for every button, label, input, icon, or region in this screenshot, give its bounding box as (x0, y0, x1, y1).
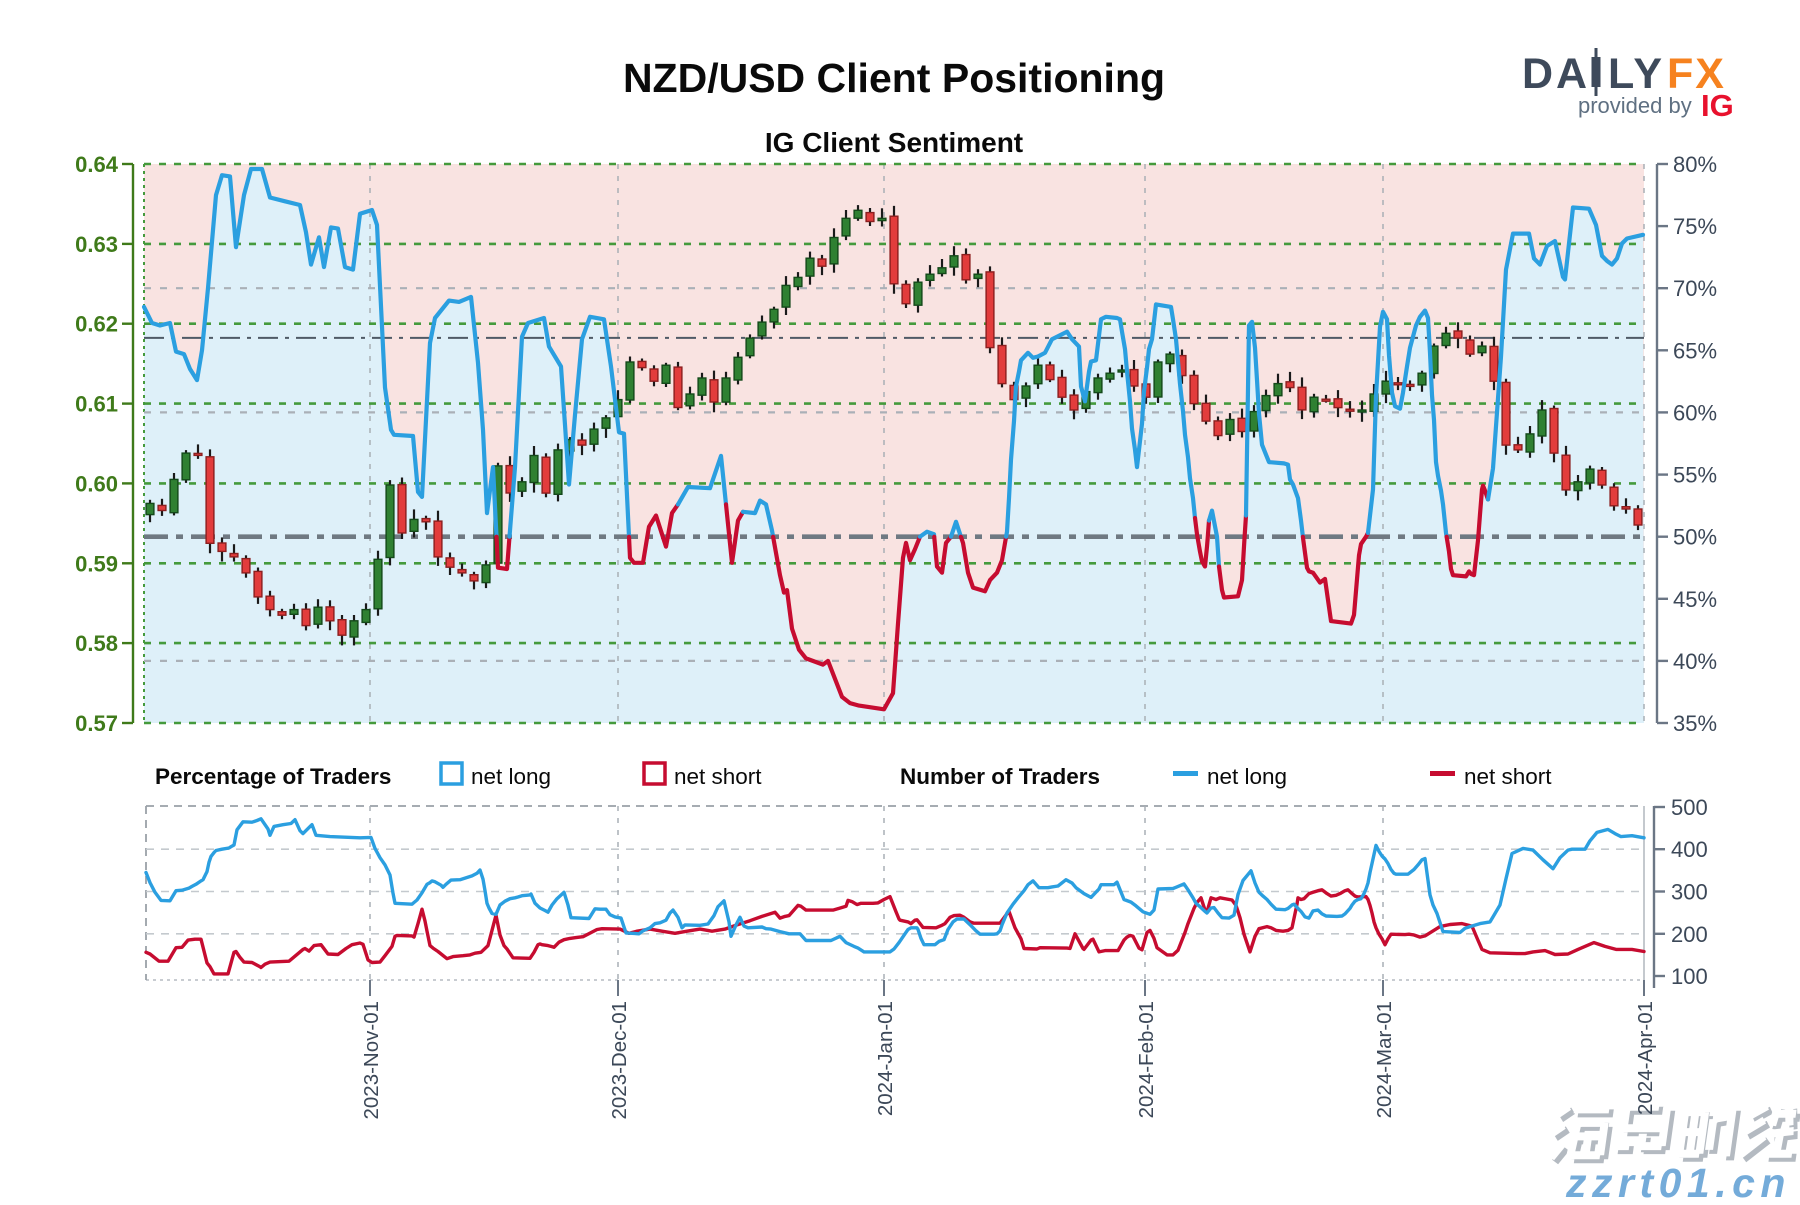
svg-text:IG: IG (1701, 88, 1734, 123)
svg-text:2024-Apr-01: 2024-Apr-01 (1634, 1001, 1657, 1115)
svg-text:40%: 40% (1673, 649, 1717, 674)
svg-text:LY: LY (1608, 50, 1665, 98)
svg-text:400: 400 (1671, 837, 1708, 862)
svg-text:IG Client Sentiment: IG Client Sentiment (765, 127, 1023, 158)
svg-text:NZD/USD Client Positioning: NZD/USD Client Positioning (623, 55, 1165, 101)
svg-text:net long: net long (471, 764, 551, 789)
svg-text:0.64: 0.64 (75, 152, 119, 177)
svg-text:80%: 80% (1673, 152, 1717, 177)
svg-text:75%: 75% (1673, 214, 1717, 239)
svg-text:50%: 50% (1673, 525, 1717, 550)
svg-text:net short: net short (674, 764, 762, 789)
svg-text:0.62: 0.62 (75, 312, 118, 337)
svg-text:DA: DA (1522, 50, 1590, 98)
svg-text:200: 200 (1671, 922, 1708, 947)
svg-text:0.60: 0.60 (75, 471, 118, 496)
svg-text:net long: net long (1207, 764, 1287, 789)
svg-text:45%: 45% (1673, 587, 1717, 612)
svg-text:300: 300 (1671, 880, 1708, 905)
svg-text:0.59: 0.59 (75, 551, 118, 576)
svg-text:65%: 65% (1673, 338, 1717, 363)
svg-text:zzrt01.cn: zzrt01.cn (1565, 1160, 1791, 1200)
svg-text:100: 100 (1671, 964, 1708, 989)
svg-text:0.63: 0.63 (75, 232, 118, 257)
svg-text:60%: 60% (1673, 400, 1717, 425)
svg-text:provided by: provided by (1578, 93, 1692, 118)
svg-text:2024-Mar-01: 2024-Mar-01 (1373, 1001, 1396, 1118)
svg-text:Number of Traders: Number of Traders (900, 764, 1100, 789)
svg-text:35%: 35% (1673, 711, 1717, 736)
svg-text:2024-Jan-01: 2024-Jan-01 (874, 1001, 897, 1116)
svg-text:2024-Feb-01: 2024-Feb-01 (1135, 1001, 1158, 1118)
svg-text:0.61: 0.61 (75, 392, 118, 417)
svg-text:0.57: 0.57 (75, 711, 118, 736)
svg-text:0.58: 0.58 (75, 631, 118, 656)
svg-text:500: 500 (1671, 795, 1708, 820)
svg-text:2023-Dec-01: 2023-Dec-01 (608, 1001, 631, 1120)
svg-text:FX: FX (1667, 50, 1726, 98)
svg-text:70%: 70% (1673, 276, 1717, 301)
svg-text:2023-Nov-01: 2023-Nov-01 (360, 1001, 383, 1120)
svg-text:55%: 55% (1673, 463, 1717, 488)
svg-text:net short: net short (1464, 764, 1552, 789)
svg-text:Percentage of Traders: Percentage of Traders (155, 764, 391, 789)
